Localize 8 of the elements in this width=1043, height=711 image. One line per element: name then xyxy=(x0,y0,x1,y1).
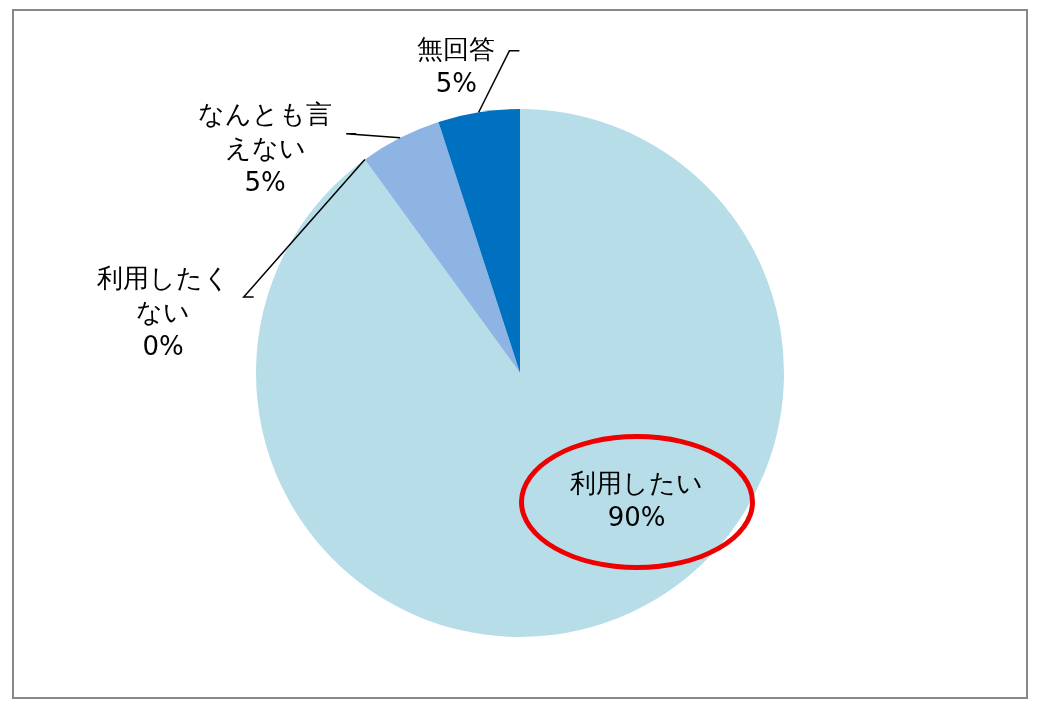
text: 0% xyxy=(142,330,184,361)
slice-label: 無回答 xyxy=(417,33,496,64)
data-label: 5% xyxy=(244,167,286,198)
data-label: 5% xyxy=(435,67,478,98)
data-label: 90% xyxy=(607,502,666,533)
category-label: 利用したくない xyxy=(96,262,230,327)
slice-label: 利用したい xyxy=(570,468,704,499)
slice-label: なんとも言えない xyxy=(198,99,333,164)
